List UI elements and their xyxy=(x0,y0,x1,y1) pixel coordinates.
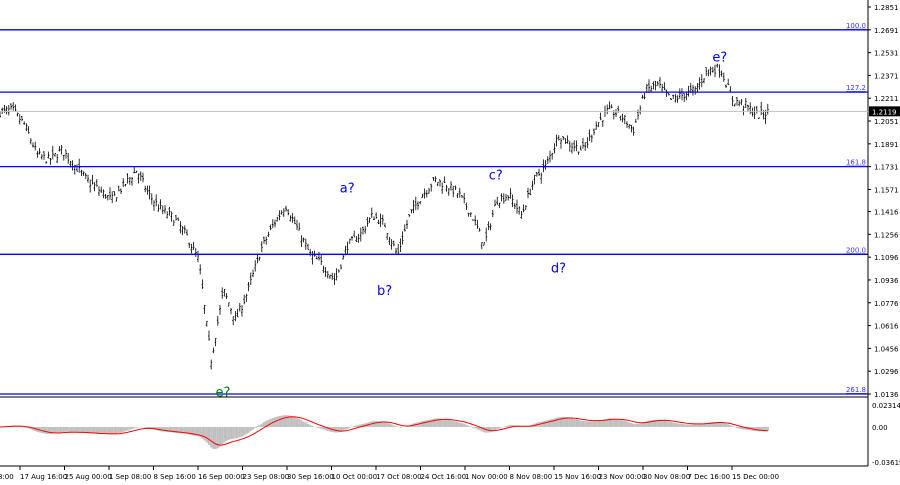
time-tick-label: 8 Sep 16:00 xyxy=(154,473,196,481)
macd-pane: 0.02314 0.00 -0.03619 xyxy=(0,402,900,467)
time-tick-label: 17 Oct 08:00 xyxy=(376,473,422,481)
fib-label: 100.0 xyxy=(846,22,866,30)
time-tick-label: 8 Nov 08:00 xyxy=(510,473,553,481)
price-tick-label: 1.2531 xyxy=(874,50,899,58)
indicator-tick-label: 0.02314 xyxy=(872,402,900,410)
time-tick-label: 23 Nov 00:00 xyxy=(599,473,646,481)
time-tick-label: 24 Oct 16:00 xyxy=(421,473,467,481)
fib-label: 161.8 xyxy=(846,159,866,167)
price-tick-label: 1.2051 xyxy=(874,118,899,126)
price-tick-label: 1.1096 xyxy=(874,254,899,262)
wave-label: e? xyxy=(216,385,231,400)
fib-label: 200.0 xyxy=(846,246,866,254)
fib-label: 261.8 xyxy=(846,386,866,394)
price-tick-label: 1.1891 xyxy=(874,141,899,149)
wave-label: e? xyxy=(712,50,727,65)
time-tick-label: 15 Nov 16:00 xyxy=(554,473,601,481)
time-tick-label: 17 Aug 16:00 xyxy=(20,473,67,481)
price-tick-label: 1.1731 xyxy=(874,164,899,172)
time-tick-label: 8:00 xyxy=(0,473,14,481)
wave-label: c? xyxy=(489,169,503,184)
price-tick-label: 1.0936 xyxy=(874,277,899,285)
time-tick-label: 30 Sep 16:00 xyxy=(287,473,334,481)
indicator-tick-label: -0.03619 xyxy=(872,459,900,467)
fib-label: 127.2 xyxy=(846,84,866,92)
wave-label: d? xyxy=(551,261,566,276)
current-price-box xyxy=(869,106,900,117)
time-tick-label: 15 Dec 00:00 xyxy=(732,473,779,481)
time-tick-label: 16 Sep 00:00 xyxy=(198,473,245,481)
price-tick-label: 1.0136 xyxy=(874,391,899,399)
time-tick-label: 23 Sep 08:00 xyxy=(243,473,290,481)
price-tick-label: 1.2691 xyxy=(874,27,899,35)
time-tick-label: 10 Oct 00:00 xyxy=(332,473,378,481)
time-tick-label: 30 Nov 08:00 xyxy=(643,473,690,481)
price-tick-label: 1.1256 xyxy=(874,231,899,239)
price-tick-label: 1.2211 xyxy=(874,95,899,103)
macd-signal-line xyxy=(0,416,768,446)
time-tick-label: 1 Sep 08:00 xyxy=(109,473,151,481)
price-tick-label: 1.0456 xyxy=(874,345,899,353)
price-tick-label: 1.1416 xyxy=(874,209,899,217)
fib-levels: 100.0 127.2 161.8 200.0 261.8 xyxy=(0,22,868,395)
wave-label: a? xyxy=(340,181,355,196)
time-tick-label: 25 Aug 00:00 xyxy=(65,473,112,481)
price-tick-label: 1.0616 xyxy=(874,323,899,331)
price-tick-label: 1.2371 xyxy=(874,72,899,80)
price-tick-label: 1.0296 xyxy=(874,368,899,376)
indicator-tick-label: 0.00 xyxy=(872,424,888,432)
wave-labels: e? a? b? c? d? e? xyxy=(216,50,728,400)
time-tick-label: 7 Dec 16:00 xyxy=(688,473,731,481)
time-tick-label: 1 Nov 00:00 xyxy=(465,473,508,481)
price-tick-label: 1.0776 xyxy=(874,300,899,308)
price-tick-label: 1.1571 xyxy=(874,186,899,194)
current-price-label: 1.2119 xyxy=(872,108,897,116)
price-bars xyxy=(0,63,769,370)
price-tick-label: 1.2851 xyxy=(874,4,899,12)
wave-label: b? xyxy=(377,284,392,299)
